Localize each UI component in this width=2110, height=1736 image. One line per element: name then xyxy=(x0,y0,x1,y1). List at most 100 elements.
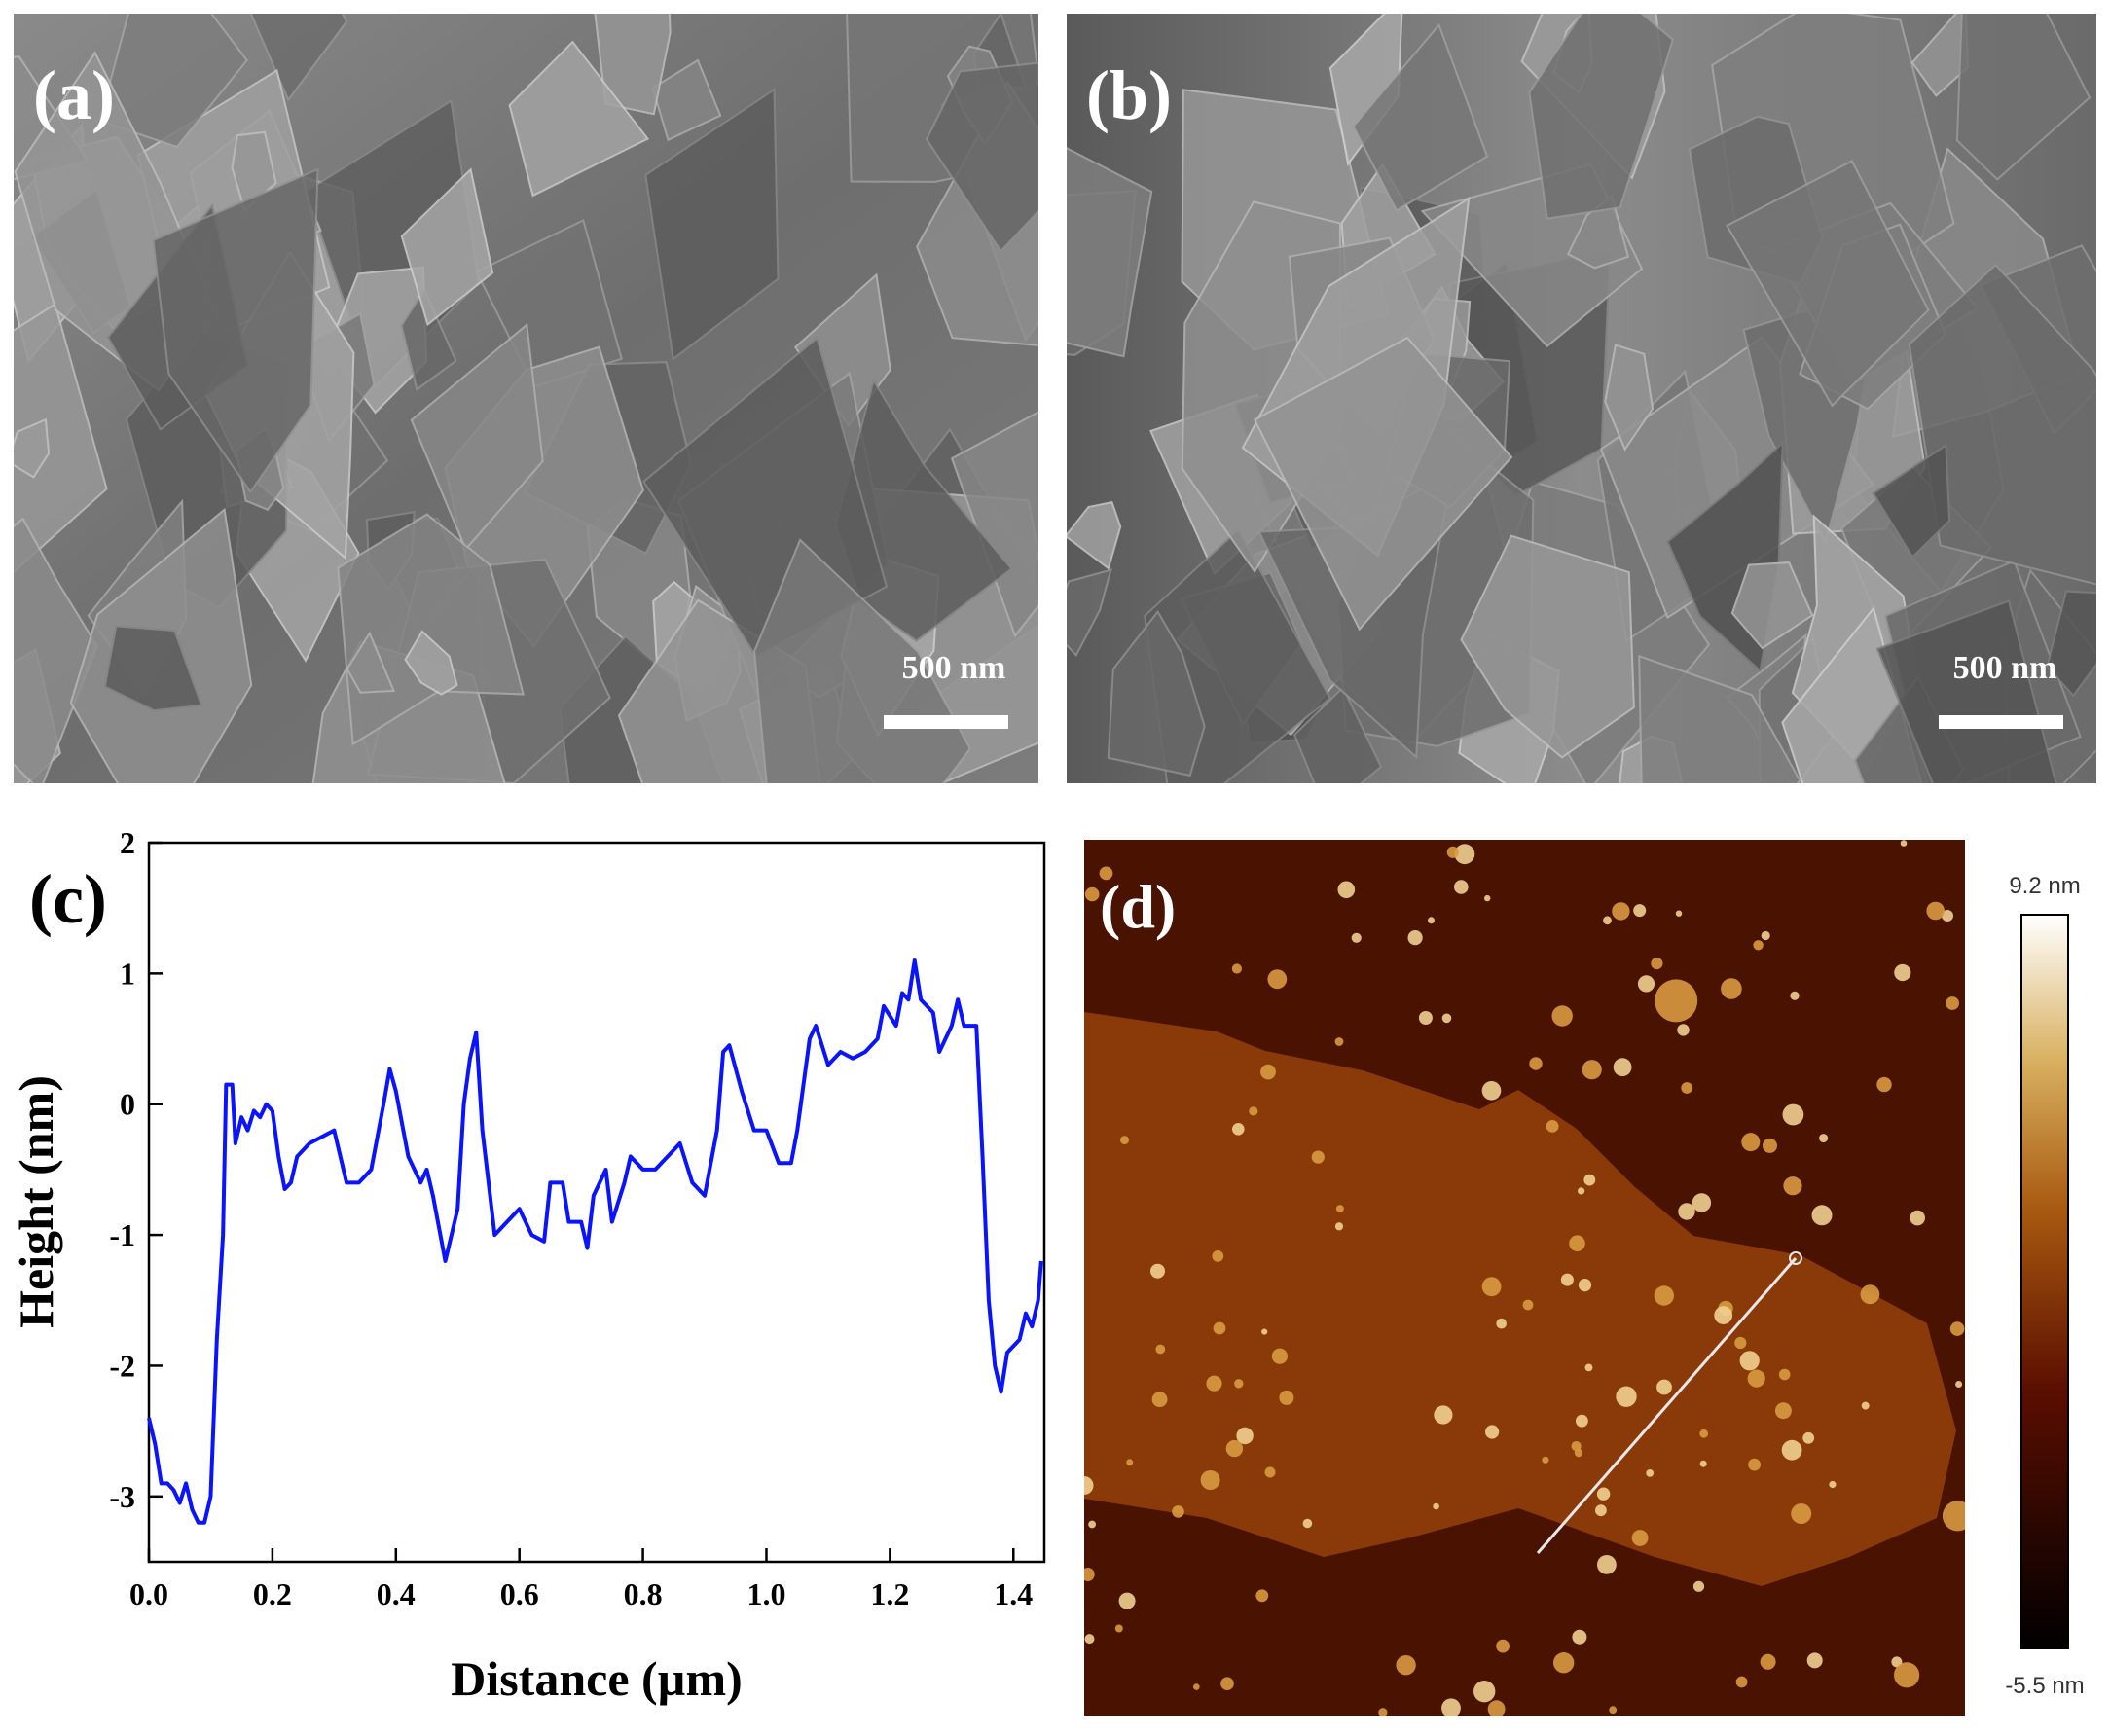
flake xyxy=(1955,14,2092,181)
particle xyxy=(1655,979,1698,1023)
particle xyxy=(1748,1458,1761,1471)
particle xyxy=(1334,1037,1344,1046)
particle xyxy=(1654,1285,1675,1306)
particle xyxy=(1861,1401,1870,1410)
particle xyxy=(1734,1336,1747,1350)
particle xyxy=(1220,1677,1234,1690)
particle xyxy=(1433,1502,1439,1510)
particle xyxy=(1546,1120,1559,1133)
particle xyxy=(1894,1662,1920,1688)
x-tick-label: 1.2 xyxy=(870,1576,909,1611)
flake xyxy=(2046,590,2096,698)
particle xyxy=(1225,1439,1244,1458)
particle xyxy=(1572,1629,1587,1645)
particle xyxy=(1782,1103,1804,1126)
particle xyxy=(1236,1427,1254,1445)
particle xyxy=(1335,1205,1344,1213)
particle xyxy=(1551,1005,1573,1027)
particle xyxy=(1260,1064,1276,1080)
particle xyxy=(1942,1501,1965,1532)
y-tick-label: -2 xyxy=(109,1348,135,1383)
particle xyxy=(1783,1176,1802,1196)
particle xyxy=(1811,1205,1833,1226)
flake xyxy=(98,14,248,149)
particle xyxy=(1616,1386,1637,1407)
particle xyxy=(1819,1134,1829,1143)
flake xyxy=(508,40,650,198)
flake xyxy=(644,88,780,361)
sem-texture xyxy=(1067,14,2096,783)
particle xyxy=(1231,963,1242,974)
particle xyxy=(1656,1379,1672,1395)
particle xyxy=(1609,1706,1618,1715)
particle xyxy=(1735,1676,1748,1688)
particle xyxy=(1612,902,1630,921)
particle xyxy=(1949,1321,1965,1336)
particle xyxy=(1487,1700,1506,1716)
particle xyxy=(1446,846,1459,858)
particle xyxy=(1351,932,1362,943)
particle xyxy=(1234,1379,1244,1389)
profile-line xyxy=(1536,1257,1798,1554)
particle xyxy=(1088,1520,1096,1529)
particle xyxy=(1434,1405,1453,1425)
particle xyxy=(1172,1505,1184,1518)
particle xyxy=(1206,1375,1222,1392)
flake xyxy=(925,61,1038,253)
particle xyxy=(1454,844,1475,865)
particle xyxy=(1151,1392,1168,1408)
flake xyxy=(950,411,1038,638)
x-tick-label: 1.0 xyxy=(746,1576,785,1611)
flake xyxy=(410,322,544,552)
particle xyxy=(1481,1081,1502,1101)
particle xyxy=(1631,1530,1649,1546)
flake xyxy=(1107,609,1206,778)
flake xyxy=(249,14,348,102)
particle xyxy=(1894,963,1911,982)
particle xyxy=(1781,1439,1802,1461)
flake xyxy=(1638,654,1801,783)
particle xyxy=(1675,910,1683,917)
particle xyxy=(1212,1250,1224,1262)
particle xyxy=(1747,1369,1765,1388)
panel-label: (b) xyxy=(1086,56,1172,134)
flake xyxy=(1726,160,1930,408)
panel-label: (d) xyxy=(1100,872,1176,941)
particle xyxy=(1481,1277,1502,1297)
particle xyxy=(1407,930,1423,946)
x-tick-label: 0.2 xyxy=(253,1576,292,1611)
panel-label: (a) xyxy=(33,56,115,134)
particle xyxy=(1595,1504,1607,1517)
particle xyxy=(1418,1011,1433,1025)
plot-frame xyxy=(147,841,1046,1564)
particle xyxy=(1721,978,1742,999)
particle xyxy=(1560,1273,1574,1286)
particle xyxy=(1261,1328,1268,1335)
flake xyxy=(404,630,458,696)
particle xyxy=(1155,1344,1166,1355)
particle xyxy=(1571,1441,1582,1452)
scale-bar-label: 500 nm xyxy=(1953,650,2057,686)
x-tick-label: 0.6 xyxy=(500,1576,539,1611)
particle xyxy=(1681,1082,1693,1094)
particle xyxy=(1774,1402,1792,1420)
particle xyxy=(1955,1381,1963,1388)
particle xyxy=(1279,1390,1294,1405)
scale-bar xyxy=(884,715,1008,729)
particle xyxy=(1396,1655,1416,1676)
particle xyxy=(1739,1351,1760,1371)
colorbar xyxy=(2020,914,2069,1649)
particle xyxy=(1084,1634,1095,1645)
particle xyxy=(1496,1318,1507,1329)
particle xyxy=(1802,1431,1815,1444)
panel-label: (c) xyxy=(29,860,107,938)
particle xyxy=(1578,1187,1585,1195)
particle xyxy=(1876,1076,1892,1093)
x-tick-label: 0.4 xyxy=(377,1576,416,1611)
particle xyxy=(1193,1683,1200,1690)
flake xyxy=(1528,14,1674,220)
particle xyxy=(1267,969,1288,990)
particle xyxy=(1900,840,1908,847)
flake xyxy=(1604,344,1655,452)
particle xyxy=(1582,1060,1602,1080)
